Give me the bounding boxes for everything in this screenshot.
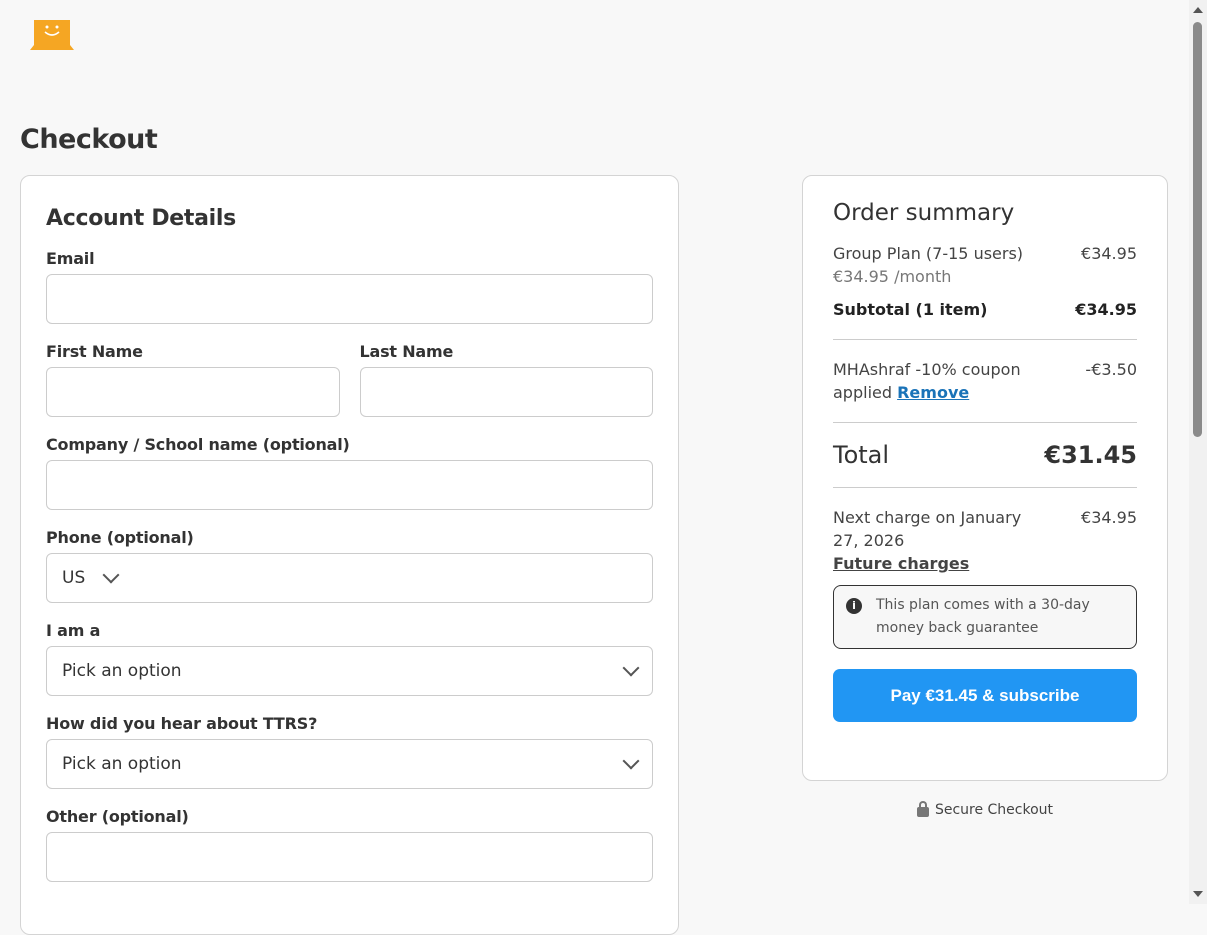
item-price: €34.95 (1081, 244, 1137, 263)
guarantee-text: This plan comes with a 30-day money back… (876, 597, 1090, 636)
divider (833, 487, 1137, 488)
email-label: Email (46, 249, 95, 268)
subtotal-label: Subtotal (1 item) (833, 300, 988, 319)
remove-coupon-link[interactable]: Remove (897, 383, 970, 402)
secure-checkout: Secure Checkout (802, 801, 1168, 818)
coupon-amount: -€3.50 (1085, 360, 1137, 379)
last-name-field[interactable] (359, 367, 653, 417)
first-name-label: First Name (46, 342, 143, 361)
hear-about-select[interactable]: Pick an option (46, 739, 653, 789)
company-label: Company / School name (optional) (46, 435, 350, 454)
scroll-up-arrow-icon[interactable] (1193, 7, 1203, 13)
last-name-label: Last Name (359, 342, 454, 361)
hear-about-label: How did you hear about TTRS? (46, 714, 318, 733)
i-am-a-value: Pick an option (62, 661, 182, 681)
chevron-down-icon (622, 659, 640, 677)
company-field[interactable] (46, 460, 653, 510)
first-name-field[interactable] (46, 367, 340, 417)
divider (833, 339, 1137, 340)
total-value: €31.45 (1044, 441, 1137, 469)
lock-icon (916, 801, 929, 817)
chevron-down-icon (622, 752, 640, 770)
secure-checkout-text: Secure Checkout (934, 802, 1054, 818)
country-code-select[interactable]: US (62, 568, 86, 588)
hear-about-value: Pick an option (62, 754, 182, 774)
pay-subscribe-button[interactable]: Pay €31.45 & subscribe (833, 669, 1137, 722)
divider (833, 422, 1137, 423)
info-icon: i (846, 598, 862, 614)
phone-field[interactable]: US (46, 553, 653, 603)
account-details-title: Account Details (46, 206, 236, 231)
total-label: Total (833, 441, 890, 469)
scrollbar[interactable] (1189, 0, 1207, 904)
phone-label: Phone (optional) (46, 528, 194, 547)
chevron-down-icon[interactable] (102, 566, 120, 584)
i-am-a-select[interactable]: Pick an option (46, 646, 653, 696)
logo-laptop-icon (30, 20, 74, 50)
future-charges-link[interactable]: Future charges (833, 554, 970, 573)
other-label: Other (optional) (46, 807, 189, 826)
account-details-card: Account Details Email First Name Last Na… (20, 175, 679, 935)
next-charge-text: Next charge on January 27, 2026 (833, 508, 1022, 550)
item-billing: €34.95 /month (833, 267, 952, 286)
coupon-text: MHAshraf -10% coupon applied (833, 360, 1021, 402)
item-name: Group Plan (7-15 users) (833, 244, 1024, 263)
next-charge-amount: €34.95 (1081, 508, 1137, 527)
other-field[interactable] (46, 832, 653, 882)
subtotal-value: €34.95 (1075, 300, 1137, 319)
page-title: Checkout (20, 124, 158, 155)
order-summary-title: Order summary (833, 200, 1015, 226)
scrollbar-thumb[interactable] (1193, 22, 1202, 437)
email-field[interactable] (46, 274, 653, 324)
order-summary-card: Order summary Group Plan (7-15 users) €34… (802, 175, 1168, 781)
scroll-down-arrow-icon[interactable] (1193, 891, 1203, 897)
guarantee-note: i This plan comes with a 30-day money bac… (833, 585, 1137, 649)
i-am-a-label: I am a (46, 621, 101, 640)
